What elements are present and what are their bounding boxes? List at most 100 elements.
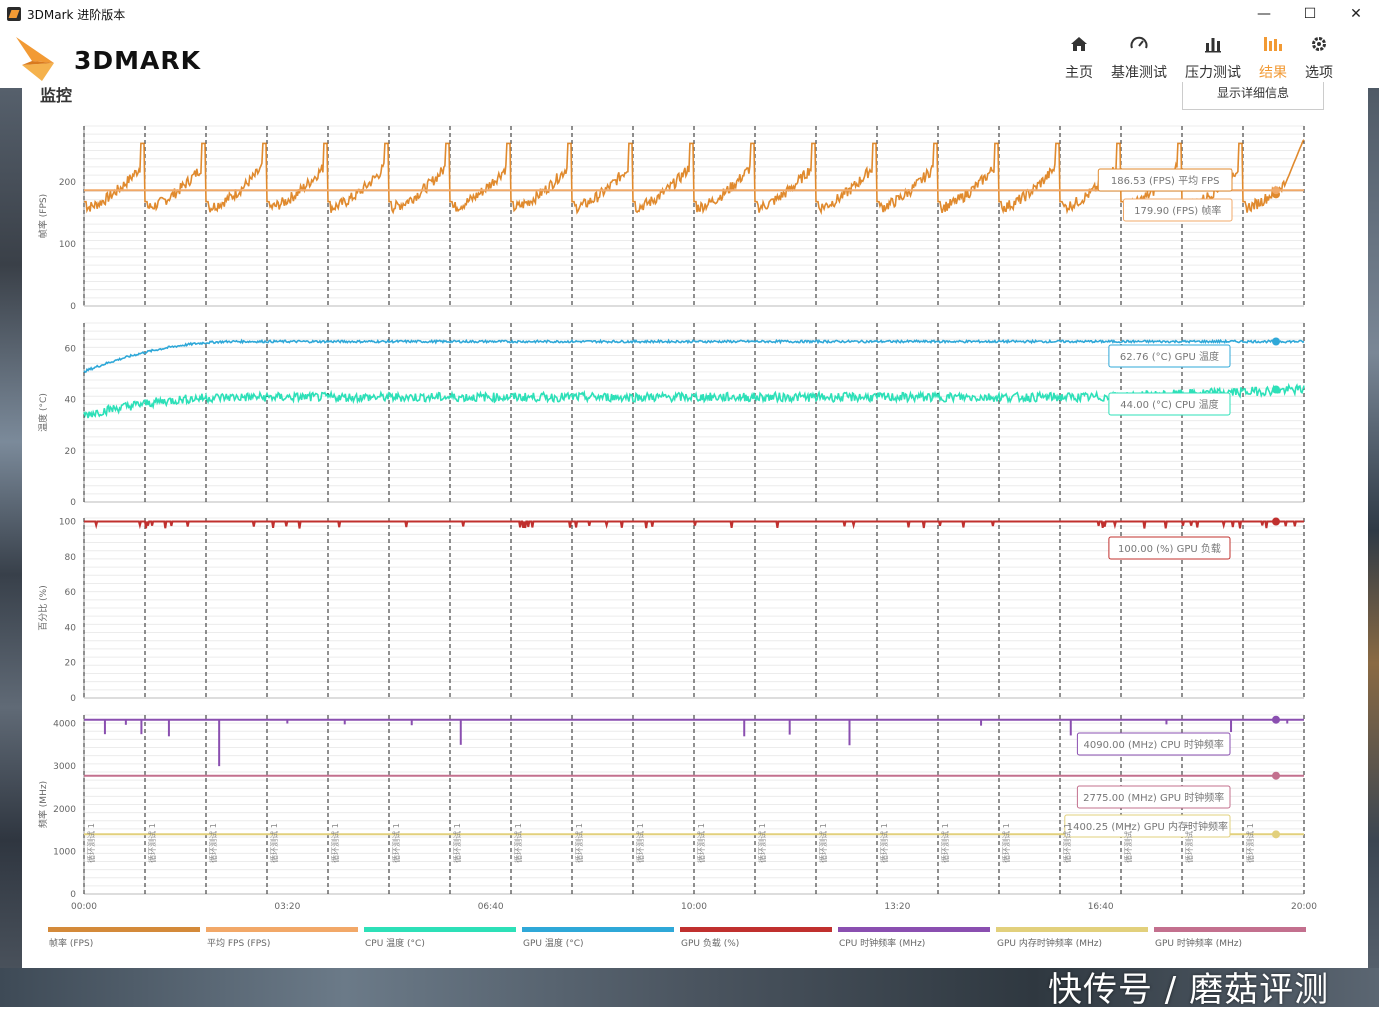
background-art-left (0, 88, 22, 973)
x-tick-label: 06:40 (478, 902, 504, 912)
legend-swatch (206, 927, 358, 932)
y-tick-label: 3000 (53, 762, 76, 772)
loop-label: 循环测试 1 (1062, 823, 1072, 863)
app-logo-icon (7, 7, 21, 21)
loop-label: 循环测试 1 (269, 823, 279, 863)
callout-box (1108, 344, 1231, 368)
series-end-marker (1272, 337, 1280, 346)
callout-box (1108, 392, 1231, 416)
gear-icon (1309, 34, 1329, 56)
y-tick-label: 20 (65, 659, 77, 669)
gauge-icon (1129, 34, 1149, 56)
legend-swatch (48, 927, 200, 932)
loop-label: 循环测试 1 (574, 823, 584, 863)
nav-benchmarks[interactable]: 基准测试 (1111, 34, 1167, 82)
maximize-button[interactable]: ☐ (1303, 6, 1317, 22)
nav-options-label: 选项 (1305, 65, 1333, 81)
y-tick-label: 60 (65, 345, 77, 355)
callout-label: 100.00 (%) GPU 负载 (1118, 542, 1221, 555)
y-tick-label: 0 (70, 302, 76, 312)
loop-label: 循环测试 1 (452, 823, 462, 863)
loop-label: 循环测试 1 (330, 823, 340, 863)
x-tick-label: 20:00 (1291, 902, 1317, 912)
series-end-marker (1272, 186, 1280, 195)
loop-label: 循环测试 1 (513, 823, 523, 863)
legend-swatch (838, 927, 990, 932)
y-tick-label: 20 (65, 447, 77, 457)
main-nav: 主页 基准测试 压力测试 结果 选项 (1047, 34, 1333, 82)
series-end-marker (1272, 771, 1280, 780)
callout-box (1064, 814, 1231, 838)
title-bar: 3DMark 进阶版本 — ☐ ✕ (0, 0, 1379, 28)
legend-label: CPU 时钟频率 (MHz) (839, 937, 925, 949)
section-title: 监控 (40, 86, 73, 105)
callout-label: 62.76 (°C) GPU 温度 (1120, 350, 1219, 363)
callout-box (1108, 536, 1231, 560)
x-tick-label: 10:00 (681, 902, 707, 912)
loop-label: 循环测试 1 (818, 823, 828, 863)
y-tick-label: 200 (59, 178, 76, 188)
legend-label: 平均 FPS (FPS) (207, 937, 270, 949)
callout-label: 186.53 (FPS) 平均 FPS (1111, 175, 1220, 187)
series-line (83, 382, 1305, 419)
y-axis-label: 帧率 (FPS) (37, 194, 49, 238)
nav-options[interactable]: 选项 (1305, 34, 1333, 82)
series-end-marker (1272, 385, 1280, 394)
y-tick-label: 0 (70, 694, 76, 704)
y-tick-label: 40 (65, 623, 77, 633)
legend-label: GPU 温度 (°C) (523, 937, 584, 949)
loop-label: 循环测试 1 (147, 823, 157, 863)
legend-label: CPU 温度 (°C) (365, 937, 425, 949)
legend-swatch (522, 927, 674, 932)
home-icon (1069, 34, 1089, 56)
nav-results-label: 结果 (1259, 65, 1287, 81)
loop-label: 循环测试 1 (635, 823, 645, 863)
logo-flame-icon (16, 37, 54, 81)
x-tick-label: 00:00 (71, 902, 97, 912)
legend-label: GPU 内存时钟频率 (MHz) (997, 937, 1102, 949)
window-controls: — ☐ ✕ (1241, 0, 1379, 28)
legend-label: 帧率 (FPS) (49, 937, 93, 949)
results-icon (1262, 34, 1284, 56)
legend-swatch (680, 927, 832, 932)
y-axis-label: 频率 (MHz) (37, 781, 49, 828)
loop-label: 循环测试 1 (1245, 823, 1255, 863)
show-details-button[interactable]: 显示详细信息 (1182, 82, 1324, 110)
loop-label: 循环测试 1 (696, 823, 706, 863)
y-axis-label: 温度 (°C) (37, 393, 49, 432)
bar-chart-icon (1203, 34, 1223, 56)
nav-home[interactable]: 主页 (1065, 34, 1093, 82)
nav-stress-tests[interactable]: 压力测试 (1185, 34, 1241, 82)
y-tick-label: 4000 (53, 720, 76, 730)
loop-label: 循环测试 1 (1001, 823, 1011, 863)
callout-box (1123, 198, 1233, 222)
callout-label: 179.90 (FPS) 帧率 (1134, 204, 1221, 217)
loop-label: 循环测试 1 (1123, 823, 1133, 863)
y-tick-label: 100 (59, 240, 76, 250)
3dmark-logo[interactable]: 3DMARK (14, 33, 224, 83)
y-tick-label: 80 (65, 553, 77, 563)
series-line (84, 520, 1304, 530)
series-line (83, 338, 1305, 373)
legend-label: GPU 时钟频率 (MHz) (1155, 937, 1242, 949)
loop-label: 循环测试 1 (208, 823, 218, 863)
minimize-button[interactable]: — (1257, 6, 1271, 22)
loop-label: 循环测试 1 (879, 823, 889, 863)
callout-label: 2775.00 (MHz) GPU 时钟频率 (1083, 791, 1224, 804)
x-tick-label: 03:20 (274, 902, 300, 912)
y-tick-label: 0 (70, 498, 76, 508)
legend-swatch (364, 927, 516, 932)
close-button[interactable]: ✕ (1350, 6, 1362, 22)
callout-label: 4090.00 (MHz) CPU 时钟频率 (1083, 738, 1223, 751)
nav-results[interactable]: 结果 (1259, 34, 1287, 82)
legend-swatch (1154, 927, 1306, 932)
callout-box (1076, 732, 1231, 756)
callout-box (1097, 168, 1233, 192)
nav-stress-tests-label: 压力测试 (1185, 65, 1241, 81)
loop-label: 循环测试 1 (391, 823, 401, 863)
series-end-marker (1272, 517, 1280, 526)
y-tick-label: 60 (65, 588, 77, 598)
callout-box (1076, 785, 1231, 809)
callout-label: 44.00 (°C) CPU 温度 (1120, 398, 1218, 411)
